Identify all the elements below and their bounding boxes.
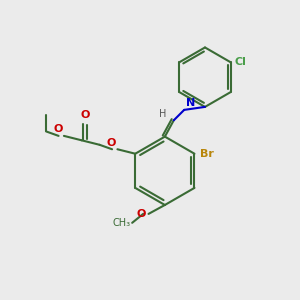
Text: N: N [186,98,195,108]
Text: H: H [159,109,166,119]
Text: O: O [137,209,146,219]
Text: Br: Br [200,149,214,159]
Text: O: O [53,124,62,134]
Text: O: O [80,110,90,120]
Text: O: O [106,138,116,148]
Text: Cl: Cl [234,57,246,67]
Text: CH₃: CH₃ [112,218,131,228]
